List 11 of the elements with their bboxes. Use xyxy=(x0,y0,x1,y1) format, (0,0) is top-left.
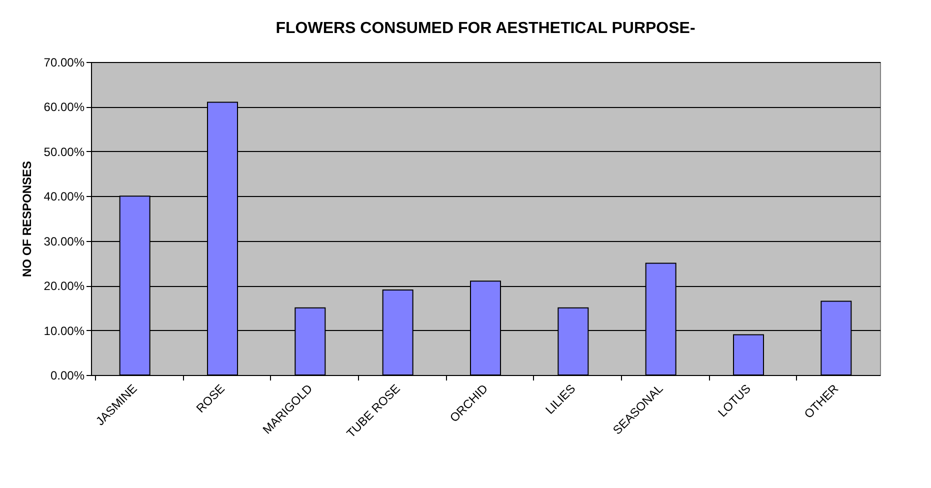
y-tick-label: 30.00% xyxy=(44,234,85,248)
y-tick-label: 20.00% xyxy=(44,279,85,294)
y-axis-title: NO OF RESPONSES xyxy=(20,160,34,278)
y-tick-label: 50.00% xyxy=(44,144,85,159)
chart-title: FLOWERS CONSUMED FOR AESTHETICAL PURPOSE- xyxy=(276,20,696,37)
y-tick-label: 40.00% xyxy=(44,190,85,204)
y-tick-label: 60.00% xyxy=(44,100,85,114)
y-tick-label: 0.00% xyxy=(50,368,85,382)
y-tick-label: 10.00% xyxy=(44,324,85,338)
bar xyxy=(733,334,764,376)
y-tick-label: 70.00% xyxy=(44,56,85,70)
